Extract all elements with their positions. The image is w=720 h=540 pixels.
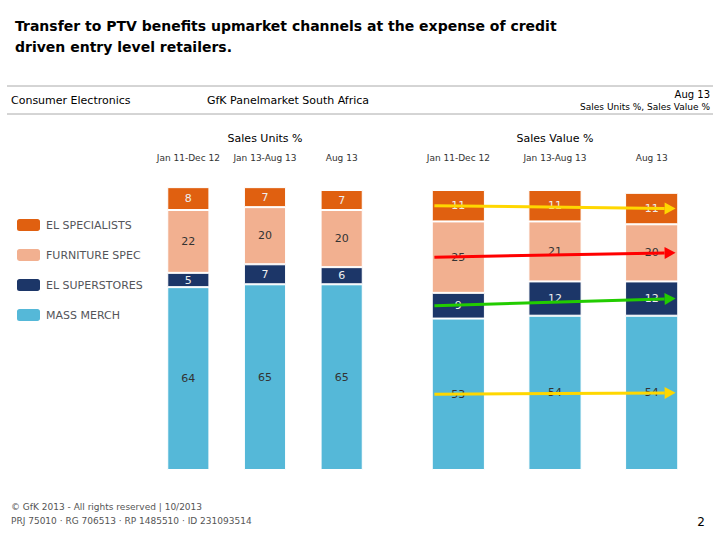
- svg-text:8: 8: [185, 192, 192, 205]
- svg-text:20: 20: [335, 232, 349, 245]
- svg-text:5: 5: [185, 274, 192, 287]
- svg-text:11: 11: [548, 199, 562, 213]
- svg-text:GfK Panelmarket South Africa: GfK Panelmarket South Africa: [207, 94, 369, 107]
- svg-text:7: 7: [262, 191, 269, 204]
- svg-text:© GfK 2013 - All rights reserv: © GfK 2013 - All rights reserved | 10/20…: [11, 502, 202, 512]
- svg-text:11: 11: [644, 202, 659, 216]
- svg-text:Jan 13-Aug 13: Jan 13-Aug 13: [522, 153, 586, 163]
- svg-text:64: 64: [181, 372, 195, 385]
- svg-text:Aug 13: Aug 13: [675, 89, 710, 100]
- svg-text:65: 65: [335, 371, 349, 384]
- svg-text:Jan 11-Dec 12: Jan 11-Dec 12: [156, 153, 220, 163]
- svg-text:65: 65: [258, 371, 272, 384]
- svg-text:21: 21: [548, 244, 562, 258]
- svg-text:6: 6: [338, 269, 345, 282]
- svg-text:Sales Units %: Sales Units %: [228, 132, 303, 145]
- svg-text:MASS MERCH: MASS MERCH: [46, 309, 120, 322]
- svg-text:20: 20: [644, 246, 659, 260]
- svg-text:25: 25: [451, 250, 466, 264]
- svg-text:EL SPECIALISTS: EL SPECIALISTS: [46, 219, 132, 232]
- svg-text:Sales Value %: Sales Value %: [517, 132, 594, 145]
- svg-text:7: 7: [262, 268, 269, 281]
- svg-text:Jan 13-Aug 13: Jan 13-Aug 13: [232, 153, 296, 163]
- svg-text:20: 20: [258, 229, 272, 242]
- svg-text:54: 54: [548, 386, 562, 400]
- svg-text:12: 12: [644, 292, 659, 306]
- svg-text:Jan 11-Dec 12: Jan 11-Dec 12: [426, 153, 490, 163]
- svg-text:Sales Units %, Sales Value %: Sales Units %, Sales Value %: [580, 102, 710, 112]
- svg-text:Transfer to PTV benefits upmar: Transfer to PTV benefits upmarket channe…: [15, 18, 557, 34]
- svg-text:Aug 13: Aug 13: [326, 153, 358, 163]
- svg-text:11: 11: [451, 199, 466, 213]
- svg-text:12: 12: [548, 292, 562, 306]
- svg-text:2: 2: [697, 515, 705, 529]
- svg-text:driven entry level retailers.: driven entry level retailers.: [15, 39, 232, 55]
- svg-text:Consumer Electronics: Consumer Electronics: [11, 94, 131, 107]
- svg-text:54: 54: [644, 386, 659, 400]
- svg-text:9: 9: [454, 299, 462, 313]
- svg-text:Aug 13: Aug 13: [636, 153, 668, 163]
- svg-text:53: 53: [451, 387, 466, 401]
- svg-text:PRJ 75010 · RG 706513 · RP 148: PRJ 75010 · RG 706513 · RP 1485510 · ID …: [11, 516, 252, 526]
- svg-text:FURNITURE SPEC: FURNITURE SPEC: [46, 249, 141, 262]
- svg-text:EL SUPERSTORES: EL SUPERSTORES: [46, 279, 143, 292]
- svg-text:22: 22: [181, 235, 195, 248]
- svg-text:7: 7: [338, 194, 345, 207]
